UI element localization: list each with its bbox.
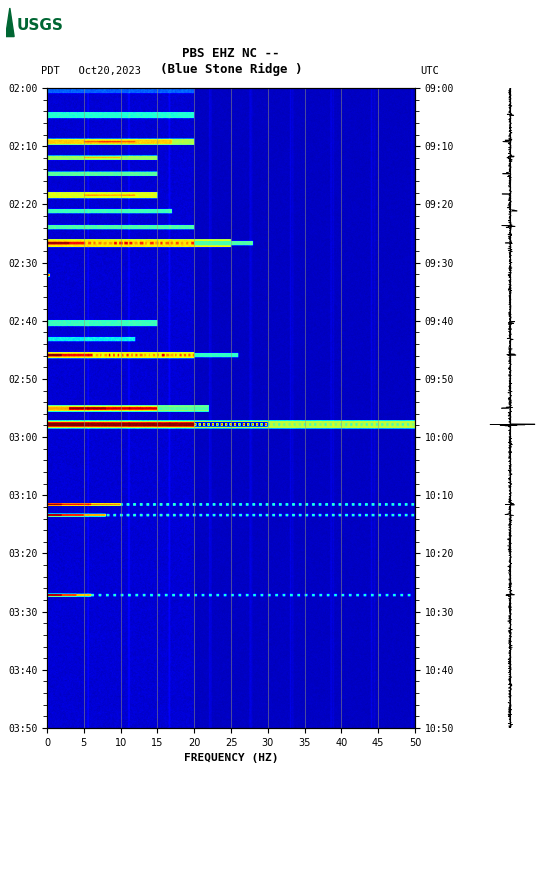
X-axis label: FREQUENCY (HZ): FREQUENCY (HZ): [184, 753, 278, 764]
Text: USGS: USGS: [17, 19, 63, 33]
Polygon shape: [6, 8, 14, 37]
Text: PBS EHZ NC --: PBS EHZ NC --: [182, 47, 280, 60]
Text: (Blue Stone Ridge ): (Blue Stone Ridge ): [160, 63, 302, 76]
Text: UTC: UTC: [421, 66, 439, 76]
Text: PDT   Oct20,2023: PDT Oct20,2023: [41, 66, 141, 76]
